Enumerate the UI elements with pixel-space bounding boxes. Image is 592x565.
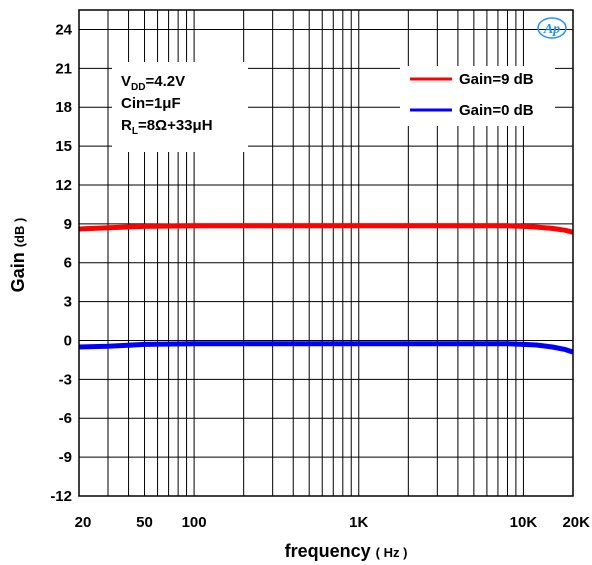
y-tick-label: 21 bbox=[55, 60, 72, 77]
legend: Gain=9 dB Gain=0 dB bbox=[400, 66, 555, 126]
x-tick-labels: 20 50 100 1K 10K 20K bbox=[75, 514, 590, 531]
annotation-rl-sub: L bbox=[132, 126, 138, 137]
x-tick-label: 100 bbox=[182, 514, 207, 531]
y-tick-label: 3 bbox=[64, 294, 72, 311]
y-tick-label: 0 bbox=[64, 332, 72, 349]
annotation-rl-value: =8Ω+33μH bbox=[138, 117, 213, 134]
annotation-vdd-value: =4.2V bbox=[145, 73, 185, 90]
y-axis-title-text: Gain bbox=[8, 252, 28, 292]
y-tick-label: 6 bbox=[64, 255, 72, 272]
series-line-gain-9db bbox=[78, 223, 574, 235]
annotation-cin: Cin=1μF bbox=[121, 95, 181, 112]
legend-background bbox=[400, 66, 555, 126]
y-axis-title-unit: (dB ) bbox=[12, 218, 27, 248]
x-tick-label: 20K bbox=[562, 514, 590, 531]
y-tick-label: 24 bbox=[55, 21, 72, 38]
legend-label-gain-9db: Gain=9 dB bbox=[459, 71, 534, 88]
series-layer bbox=[78, 223, 574, 355]
y-tick-label: 18 bbox=[55, 99, 72, 116]
x-tick-label: 20 bbox=[75, 514, 92, 531]
annotation-rl: RL=8Ω+33μH bbox=[121, 117, 213, 137]
x-axis-title-text: frequency bbox=[285, 541, 371, 561]
y-tick-label: 15 bbox=[55, 138, 72, 155]
series-line-gain-0db bbox=[78, 341, 574, 355]
annotation-background bbox=[112, 62, 248, 152]
annotation-box: VDD=4.2V Cin=1μF RL=8Ω+33μH bbox=[112, 62, 248, 152]
x-tick-label: 10K bbox=[510, 514, 538, 531]
y-tick-label: 9 bbox=[64, 216, 72, 233]
plot-frame bbox=[78, 9, 574, 497]
ap-logo-ring bbox=[537, 17, 567, 39]
annotation-rl-label: R bbox=[121, 117, 132, 134]
ap-logo: Ap bbox=[537, 17, 567, 39]
x-axis-title: frequency ( Hz ) bbox=[285, 541, 408, 561]
annotation-vdd: VDD=4.2V bbox=[121, 73, 185, 93]
x-tick-label: 50 bbox=[136, 514, 153, 531]
annotation-vdd-sub: DD bbox=[131, 82, 145, 93]
y-tick-label: -12 bbox=[50, 488, 72, 505]
x-tick-label: 1K bbox=[349, 514, 368, 531]
y-axis-title: Gain (dB ) bbox=[8, 218, 28, 293]
ap-logo-text: Ap bbox=[543, 22, 560, 37]
y-tick-label: -6 bbox=[59, 410, 72, 427]
legend-label-gain-0db: Gain=0 dB bbox=[459, 102, 534, 119]
y-tick-labels: 24 21 18 15 12 9 6 3 0 -3 -6 -9 -12 bbox=[50, 21, 72, 505]
x-axis-title-unit: ( Hz ) bbox=[376, 545, 408, 560]
annotation-vdd-label: V bbox=[121, 73, 131, 90]
y-tick-label: -9 bbox=[59, 449, 72, 466]
frame-layer bbox=[78, 9, 574, 497]
y-tick-label: -3 bbox=[59, 371, 72, 388]
y-tick-label: 12 bbox=[55, 177, 72, 194]
